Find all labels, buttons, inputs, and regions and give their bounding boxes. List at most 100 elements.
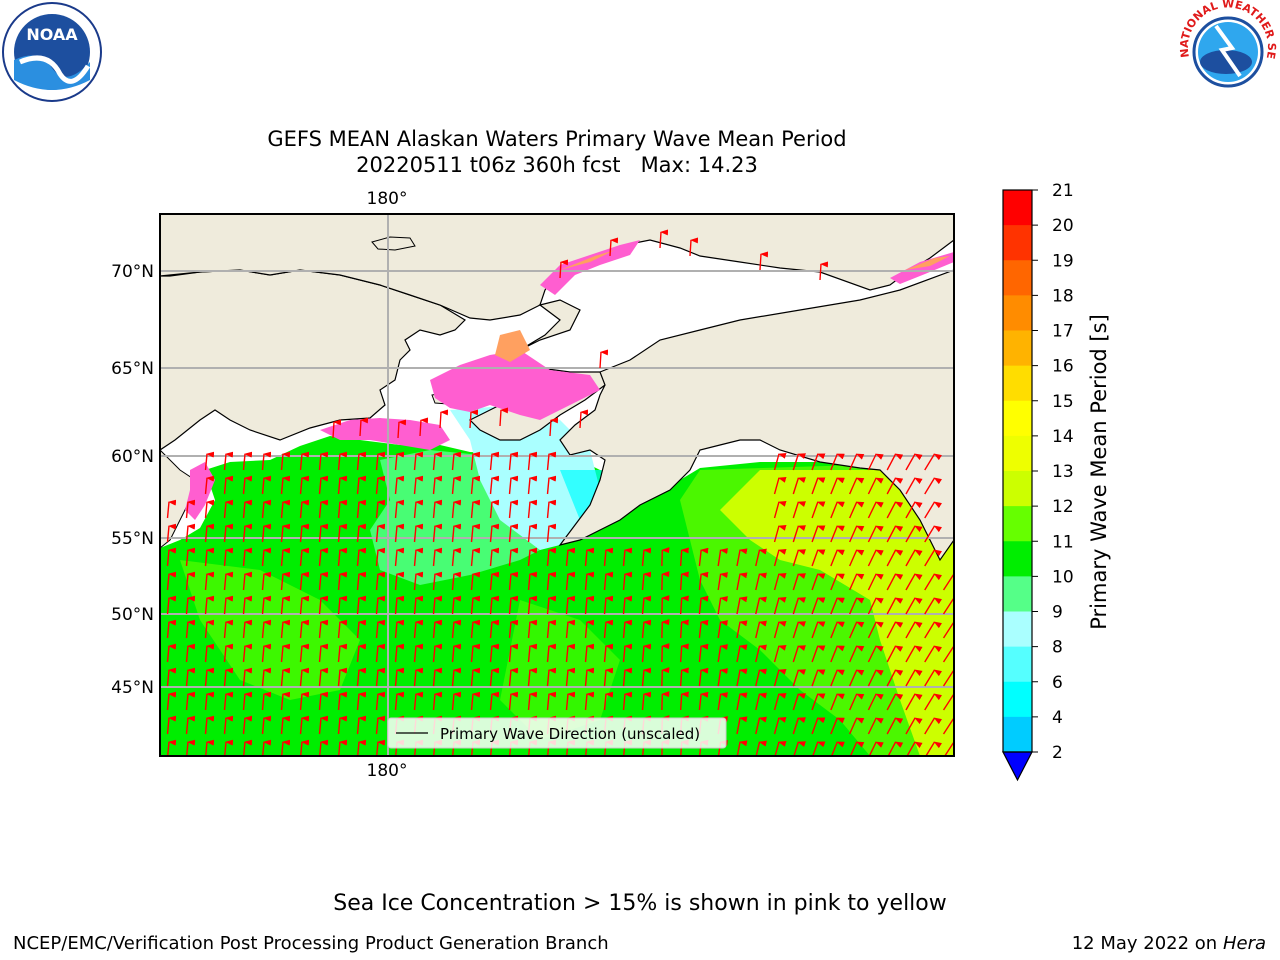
colorbar-segment bbox=[1003, 295, 1032, 331]
wave-direction-arrow bbox=[830, 525, 845, 543]
wave-direction-arrow bbox=[773, 596, 787, 615]
wave-direction-arrow bbox=[905, 645, 923, 663]
wave-field-12c bbox=[500, 600, 620, 740]
wave-direction-arrow bbox=[886, 645, 904, 663]
wave-direction-arrow bbox=[905, 621, 923, 639]
wave-direction-arrow bbox=[299, 523, 310, 543]
svg-text:NOAA: NOAA bbox=[26, 25, 78, 44]
colorbar-segment bbox=[1003, 716, 1032, 753]
wave-direction-arrow bbox=[717, 644, 728, 663]
wave-direction-arrow bbox=[508, 595, 519, 615]
colorbar-segment bbox=[1003, 260, 1032, 296]
wave-direction-arrow bbox=[223, 667, 234, 687]
wave-direction-arrow bbox=[166, 691, 177, 711]
wave-direction-arrow bbox=[242, 451, 253, 471]
colorbar-tick-label: 14 bbox=[1052, 427, 1074, 447]
wave-direction-arrow bbox=[242, 547, 253, 567]
wave-direction-arrow bbox=[773, 716, 787, 735]
lat-label-55: 55°N bbox=[111, 529, 154, 549]
wave-direction-arrow bbox=[679, 667, 689, 687]
wave-direction-arrow bbox=[830, 669, 845, 687]
wave-direction-arrow bbox=[432, 667, 443, 687]
wave-direction-arrow bbox=[375, 499, 386, 519]
wave-direction-arrow bbox=[489, 619, 500, 639]
colorbar-segment bbox=[1003, 400, 1032, 437]
wave-direction-arrow bbox=[375, 691, 386, 711]
wave-direction-arrow bbox=[280, 499, 291, 519]
wave-direction-arrow bbox=[546, 619, 557, 639]
wave-direction-arrow bbox=[318, 667, 329, 687]
wave-direction-arrow bbox=[261, 547, 272, 567]
legend-label: Primary Wave Direction (unscaled) bbox=[440, 725, 700, 743]
wave-direction-arrow bbox=[394, 691, 405, 711]
wave-direction-arrow bbox=[924, 717, 943, 735]
wave-direction-arrow bbox=[166, 571, 177, 591]
wave-direction-arrow bbox=[867, 525, 884, 543]
wave-direction-arrow bbox=[867, 693, 884, 711]
wave-direction-arrow bbox=[508, 571, 519, 591]
wave-direction-arrow bbox=[242, 667, 253, 687]
wave-direction-arrow bbox=[584, 691, 595, 711]
wave-direction-arrow bbox=[849, 453, 865, 471]
wave-direction-arrow bbox=[394, 619, 405, 639]
wave-direction-arrow bbox=[280, 643, 291, 663]
wave-direction-arrow bbox=[375, 523, 386, 543]
wave-direction-arrow bbox=[603, 595, 614, 615]
wave-direction-arrow bbox=[924, 477, 943, 495]
wave-direction-arrow bbox=[394, 499, 405, 519]
wave-direction-arrow bbox=[546, 571, 557, 591]
wave-direction-arrow bbox=[375, 667, 386, 687]
wave-direction-arrow bbox=[337, 595, 348, 615]
wave-direction-arrow bbox=[356, 499, 367, 519]
wave-direction-arrow bbox=[356, 643, 367, 663]
wave-direction-arrow bbox=[204, 715, 215, 735]
wave-direction-arrow bbox=[924, 621, 943, 639]
wave-direction-arrow bbox=[337, 571, 348, 591]
wave-field-13 bbox=[720, 470, 954, 756]
wave-direction-arrow bbox=[546, 499, 557, 519]
wave-direction-arrow bbox=[432, 643, 443, 663]
wave-direction-arrow bbox=[886, 573, 904, 591]
wave-direction-arrow bbox=[641, 595, 652, 615]
wave-direction-arrow bbox=[337, 523, 348, 543]
wave-direction-arrow bbox=[508, 451, 519, 471]
wave-direction-arrow bbox=[394, 595, 405, 615]
wave-direction-arrow bbox=[830, 573, 845, 591]
wave-direction-arrow bbox=[527, 547, 538, 567]
wave-direction-arrow bbox=[849, 621, 865, 639]
wave-direction-arrow bbox=[905, 597, 923, 615]
lat-label-50: 50°N bbox=[111, 605, 154, 625]
wave-direction-arrow bbox=[736, 668, 748, 687]
map-figure: Primary Wave Direction (unscaled) 70°N 6… bbox=[111, 181, 1111, 782]
colorbar-segment bbox=[1003, 681, 1032, 718]
wave-direction-arrow bbox=[792, 693, 806, 711]
wave-direction-arrow bbox=[185, 691, 196, 711]
wave-direction-arrow bbox=[470, 451, 481, 471]
wave-direction-arrow bbox=[469, 409, 479, 429]
wave-direction-arrow bbox=[527, 451, 538, 471]
wave-direction-arrow bbox=[451, 667, 462, 687]
wave-direction-arrow bbox=[736, 620, 748, 639]
wave-direction-arrow bbox=[867, 669, 884, 687]
wave-direction-arrow bbox=[432, 475, 443, 495]
wave-direction-arrow bbox=[886, 477, 904, 495]
wave-direction-arrow bbox=[299, 499, 310, 519]
wave-direction-arrow bbox=[375, 643, 386, 663]
wave-direction-arrow bbox=[905, 453, 923, 471]
wave-direction-arrow bbox=[689, 237, 699, 257]
wave-direction-arrow bbox=[584, 667, 595, 687]
colorbar-tick-label: 19 bbox=[1052, 251, 1074, 271]
wave-direction-arrow bbox=[508, 475, 519, 495]
wave-direction-arrow bbox=[773, 524, 787, 543]
wave-direction-arrow bbox=[811, 669, 826, 687]
wave-direction-arrow bbox=[280, 571, 291, 591]
wave-direction-arrow bbox=[413, 475, 424, 495]
wave-direction-arrow bbox=[622, 691, 633, 711]
wave-direction-arrow bbox=[432, 571, 443, 591]
wave-direction-arrow bbox=[579, 409, 589, 429]
wave-direction-arrow bbox=[867, 549, 884, 567]
wave-direction-arrow bbox=[489, 691, 500, 711]
wave-direction-arrow bbox=[905, 549, 923, 567]
wave-direction-arrow bbox=[470, 691, 481, 711]
lat-label-65: 65°N bbox=[111, 359, 154, 379]
